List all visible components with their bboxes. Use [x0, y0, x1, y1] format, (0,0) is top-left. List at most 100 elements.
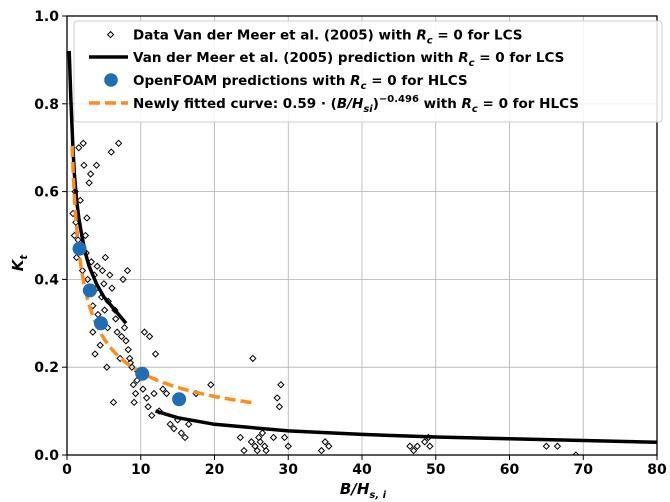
data-point-diamond — [123, 266, 132, 275]
y-axis-label: Kt — [9, 254, 30, 272]
legend-superscript: −0.496 — [379, 94, 419, 105]
x-tick-label: 50 — [426, 462, 446, 478]
legend-subscript: c — [469, 58, 475, 69]
data-point-diamond — [269, 433, 278, 442]
x-axis-label-main: B/H — [340, 480, 370, 498]
data-point-diamond — [119, 275, 127, 284]
data-point-diamond — [81, 231, 90, 240]
y-tick-label: 0.2 — [34, 360, 59, 376]
legend-marker-diamond — [106, 30, 115, 39]
data-point-diamond — [72, 253, 81, 262]
legend-text-part: OpenFOAM predictions with — [133, 73, 350, 89]
data-point-diamond — [103, 363, 111, 371]
x-axis-label: B/Hs, i — [340, 480, 387, 501]
data-point-diamond — [96, 341, 104, 349]
data-point-diamond — [426, 442, 434, 450]
legend-subscript: si — [363, 104, 373, 115]
legend-label-data-lcs: Data Van der Meer et al. (2005) with Rc … — [133, 28, 522, 47]
legend-text-part: = 0 for LCS — [433, 28, 523, 44]
data-point-diamond — [107, 148, 115, 156]
legend-symbol: B/H — [337, 96, 364, 112]
data-point-diamond — [321, 438, 329, 446]
prediction-curve-lcs — [154, 409, 657, 445]
data-point-diamond — [262, 446, 270, 455]
data-point-diamond — [131, 389, 140, 398]
data-point-diamond — [572, 451, 580, 455]
data-point-diamond — [98, 266, 107, 275]
y-axis-label-subscript: t — [19, 254, 30, 260]
data-point-diamond — [148, 411, 156, 420]
legend-text-part: = 0 for HLCS — [478, 96, 579, 112]
openfoam-point — [72, 241, 87, 256]
data-point-diamond — [140, 328, 149, 336]
data-point-diamond — [100, 306, 109, 314]
data-point-diamond — [85, 179, 93, 187]
data-point-diamond — [129, 381, 138, 389]
data-point-diamond — [275, 403, 284, 411]
data-point-diamond — [117, 332, 126, 341]
y-tick-label: 0.6 — [34, 185, 59, 201]
data-point-diamond — [109, 398, 118, 406]
data-point-diamond — [170, 424, 178, 433]
data-point-diamond — [247, 438, 256, 446]
data-point-diamond — [75, 144, 83, 152]
axis-ticks: 0 10 20 30 40 50 60 70 80 0.0 0.2 0.4 0.6 0.8 1.0 — [34, 9, 667, 478]
legend-item-prediction-lcs: Van der Meer et al. (2005) prediction wi… — [89, 50, 564, 69]
legend-subscript: c — [361, 81, 367, 92]
data-point-diamond — [256, 438, 264, 446]
data-point-diamond — [80, 161, 88, 169]
openfoam-point — [93, 316, 108, 331]
data-point-diamond — [236, 433, 244, 442]
data-point-diamond — [151, 350, 160, 358]
x-tick-label: 40 — [352, 462, 372, 478]
data-point-diamond — [113, 328, 121, 336]
data-point-diamond — [86, 170, 95, 178]
data-point-diamond — [277, 381, 285, 389]
data-point-diamond — [144, 403, 152, 411]
data-point-diamond — [130, 398, 138, 406]
legend-label-openfoam-hlcs: OpenFOAM predictions with Rc = 0 for HLC… — [133, 73, 468, 92]
data-point-diamond — [120, 324, 129, 332]
legend-text-part: with — [419, 96, 462, 112]
legend-item-data-lcs: Data Van der Meer et al. (2005) with Rc … — [106, 28, 522, 47]
data-point-diamond — [76, 196, 84, 205]
data-point-diamond — [317, 446, 326, 455]
legend-subscript: c — [472, 104, 478, 115]
data-point-diamond — [258, 429, 267, 437]
data-point-diamond — [108, 284, 116, 292]
legend-label-prediction-lcs: Van der Meer et al. (2005) prediction wi… — [133, 50, 564, 69]
data-point-diamond — [111, 315, 120, 323]
data-point-diamond — [185, 420, 193, 428]
legend-box — [73, 20, 663, 123]
legend-text-part: Data Van der Meer et al. (2005) with — [133, 28, 416, 44]
data-point-diamond — [249, 354, 257, 363]
data-point-diamond — [240, 446, 248, 455]
data-point-diamond — [79, 139, 87, 147]
legend-item-fitted-curve: Newly fitted curve: 0.59 · (B/Hsi)−0.496… — [89, 94, 579, 115]
plot-area — [67, 51, 657, 455]
x-tick-label: 20 — [205, 462, 225, 478]
openfoam-point — [82, 283, 97, 298]
data-point-diamond — [114, 139, 123, 147]
legend-text-part: = 0 for LCS — [475, 50, 565, 66]
data-point-diamond — [92, 161, 101, 169]
data-point-diamond — [207, 381, 215, 389]
x-tick-label: 30 — [279, 462, 299, 478]
data-point-diamond — [83, 214, 91, 222]
data-point-diamond — [124, 345, 132, 354]
data-point-diamond — [145, 332, 154, 341]
legend-text-part: Newly fitted curve: 0.59 · ( — [133, 96, 337, 112]
x-axis-label-subscript: s, i — [369, 490, 386, 501]
legend-text-part: = 0 for HLCS — [367, 73, 468, 89]
legend-label-fitted-curve: Newly fitted curve: 0.59 · (B/Hsi)−0.496… — [133, 94, 579, 115]
y-tick-label: 1.0 — [34, 9, 59, 25]
data-point-diamond — [406, 442, 414, 450]
y-tick-label: 0.0 — [34, 448, 59, 464]
legend-subscript: c — [427, 36, 433, 47]
data-point-diamond — [421, 438, 429, 446]
data-point-diamond — [83, 275, 92, 284]
data-point-diamond — [181, 433, 189, 442]
data-point-diamond — [106, 271, 114, 279]
data-point-diamond — [166, 420, 174, 428]
